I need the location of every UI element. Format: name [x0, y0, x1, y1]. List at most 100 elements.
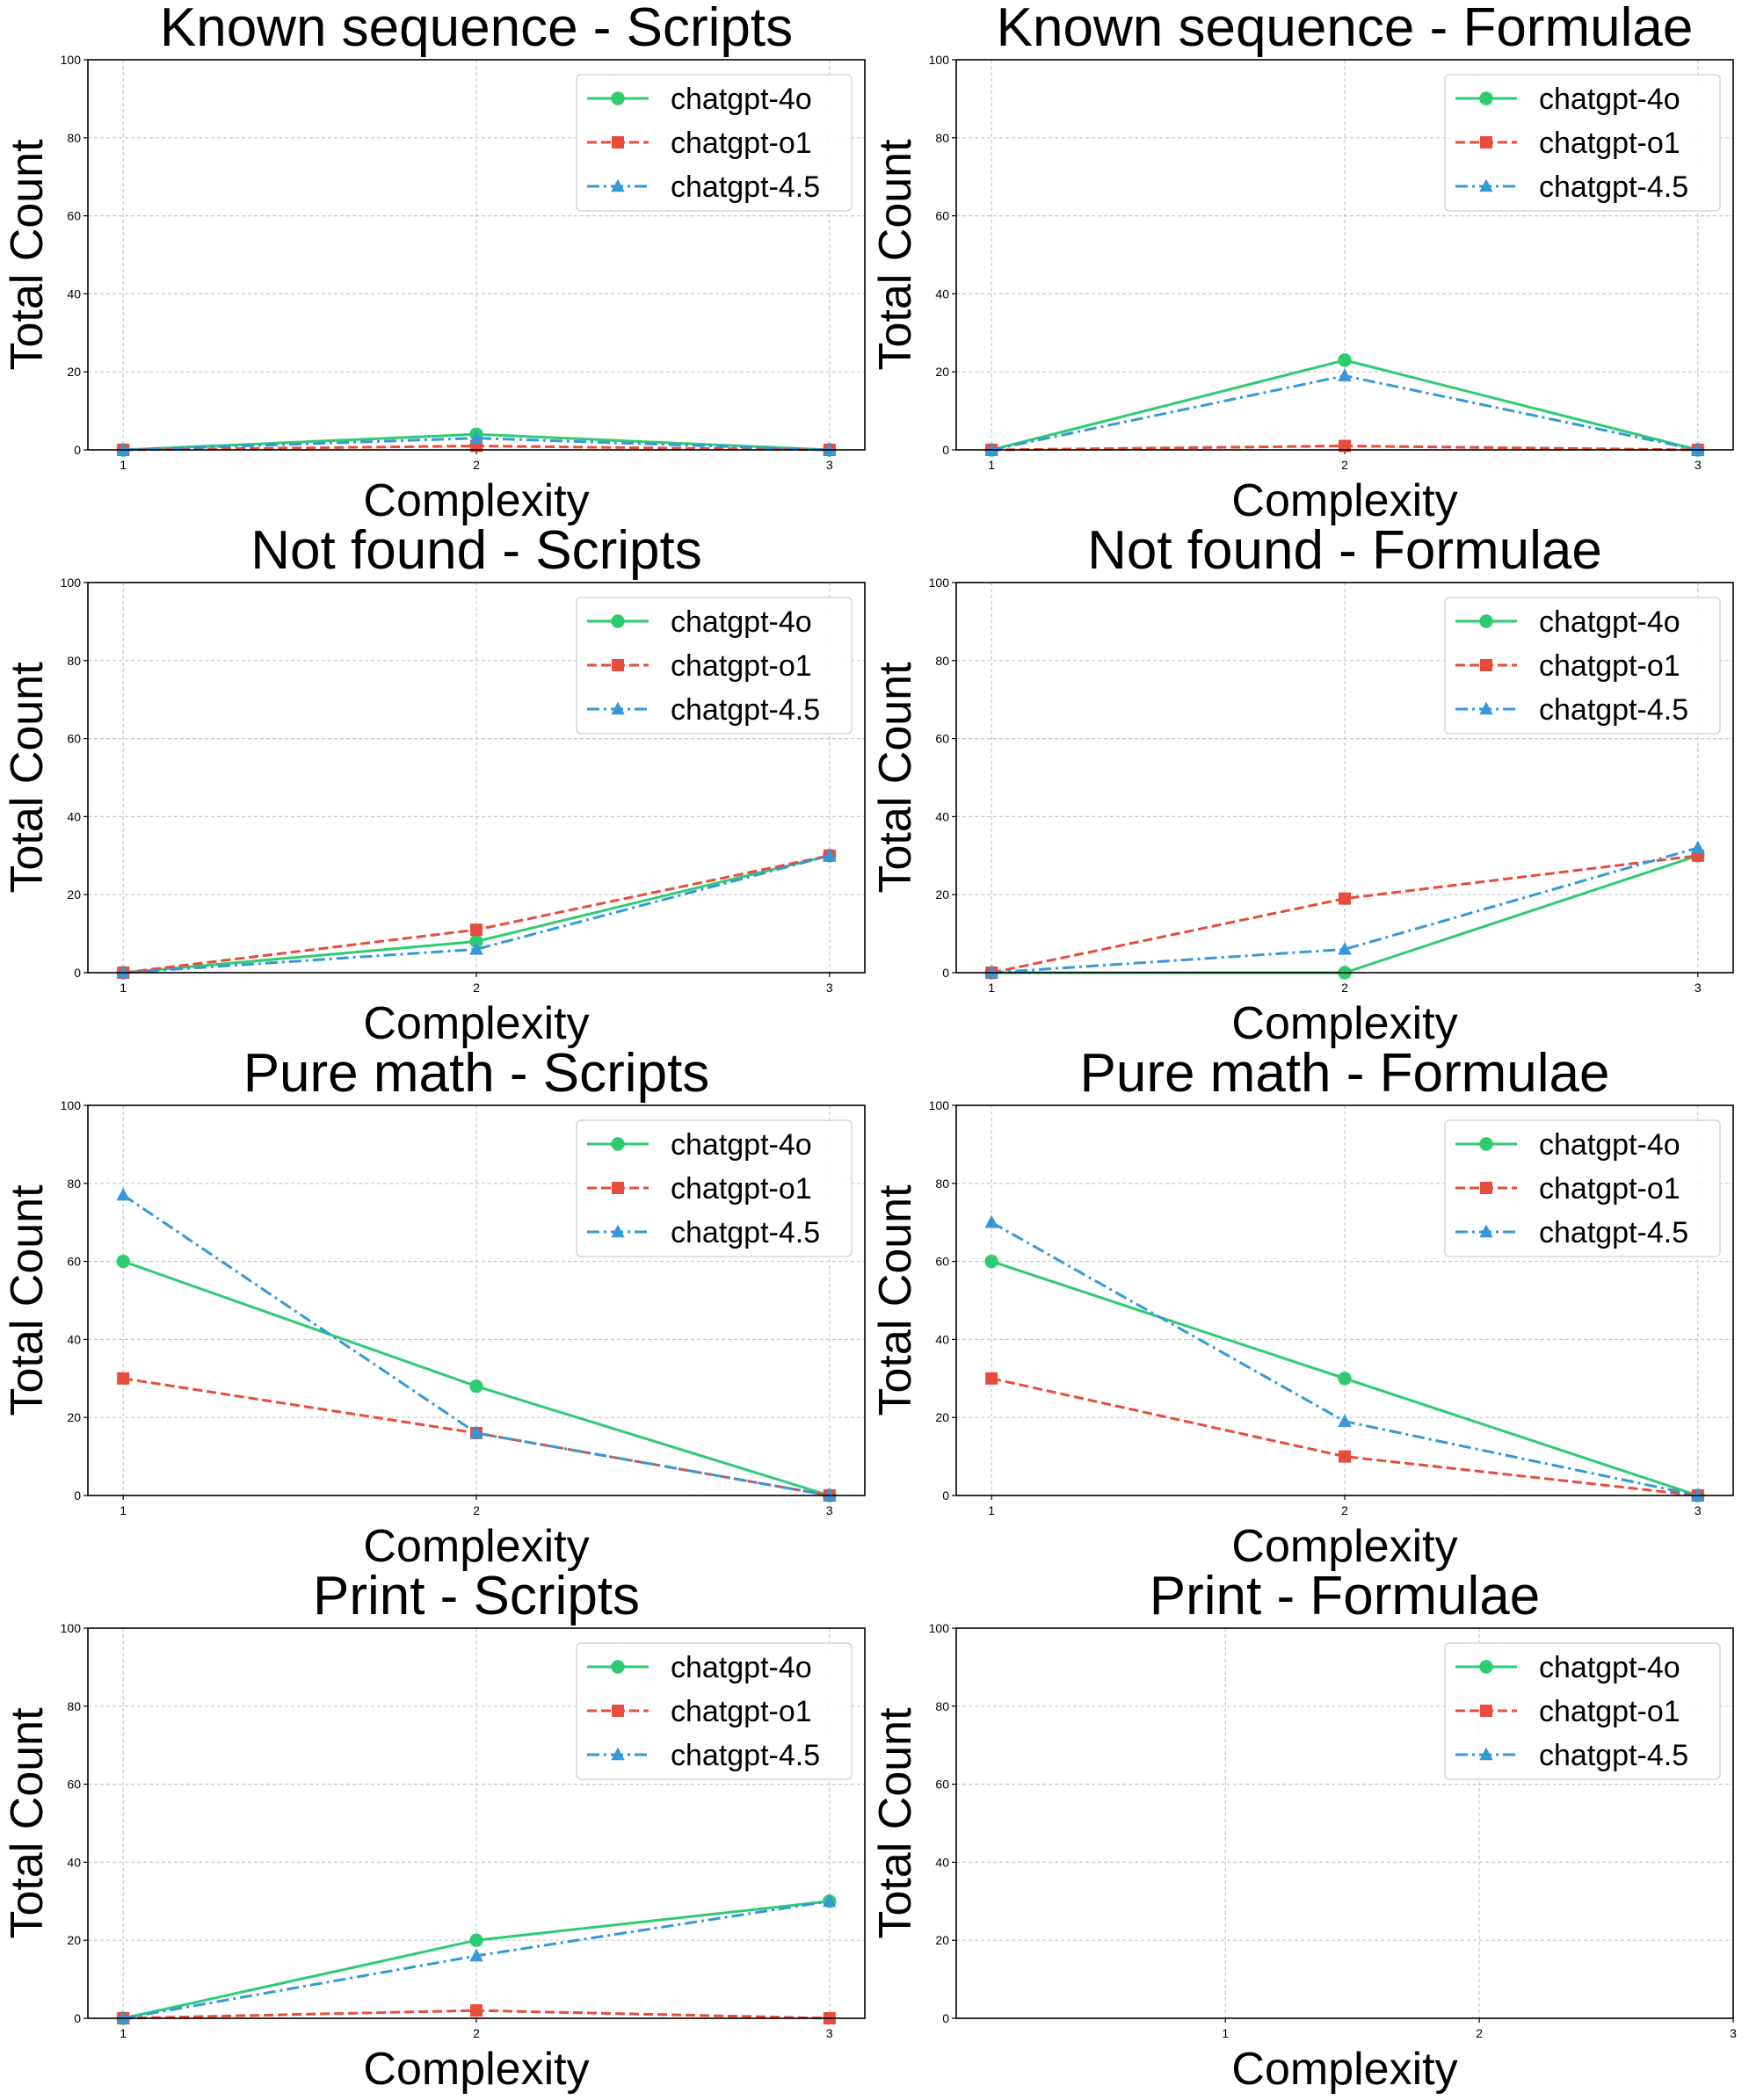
data-point-chatgpt-4.5 [1691, 442, 1705, 456]
data-point-chatgpt-4o [1338, 353, 1352, 367]
series-line-chatgpt-4.5 [122, 1193, 831, 1497]
x-tick-label: 1 [988, 981, 995, 995]
data-point-chatgpt-4.5 [116, 1187, 130, 1201]
y-tick-label: 80 [67, 131, 81, 145]
y-tick-label: 40 [935, 1332, 949, 1346]
legend-label: chatgpt-4.5 [671, 170, 820, 204]
legend: chatgpt-4o chatgpt-o1 chatgpt-4.5 [576, 74, 853, 212]
x-axis-label: Complexity [363, 475, 589, 526]
y-tick-label: 20 [67, 1933, 81, 1947]
y-tick-label: 80 [935, 1699, 949, 1713]
y-tick-label: 20 [67, 365, 81, 379]
data-point-chatgpt-4.5 [1338, 941, 1352, 955]
subplot: 0 20 40 60 80 100 1 2 3 Pure math - Scripts Comple… [2, 1043, 866, 1572]
legend-marker-chatgpt-4.5 [1479, 178, 1493, 192]
x-axis-label: Complexity [1231, 1521, 1457, 1572]
data-point-chatgpt-4.5 [823, 848, 837, 862]
y-tick-label: 20 [935, 1933, 949, 1947]
y-tick-label: 0 [74, 443, 81, 457]
subplot: 0 20 40 60 80 100 1 2 3 Pure math - Formulae Compl… [870, 1043, 1734, 1572]
data-point-chatgpt-4.5 [984, 1214, 998, 1228]
axes-frame [955, 582, 1734, 974]
legend-marker-chatgpt-4.5 [1479, 1747, 1493, 1761]
data-point-chatgpt-4.5 [116, 2010, 130, 2024]
legend-label: chatgpt-4.5 [1539, 170, 1688, 204]
subplot-title: Pure math - Scripts [243, 1043, 710, 1104]
legend-marker-chatgpt-o1 [612, 1705, 624, 1717]
data-point-chatgpt-4.5 [984, 442, 998, 456]
legend-label: chatgpt-o1 [1539, 127, 1680, 160]
axes-frame [87, 582, 866, 974]
x-axis-label: Complexity [1231, 2044, 1457, 2095]
legend-box [1444, 1642, 1721, 1780]
legend-label: chatgpt-o1 [671, 1695, 812, 1728]
data-point-chatgpt-4.5 [823, 1894, 837, 1908]
legend-box [1444, 597, 1721, 735]
y-tick-label: 20 [935, 1410, 949, 1424]
y-tick-label: 60 [935, 209, 949, 223]
x-axis-label: Complexity [363, 1521, 589, 1572]
y-tick-label: 100 [929, 1098, 950, 1112]
legend-label: chatgpt-o1 [671, 1172, 812, 1206]
subplot: 0 20 40 60 80 100 1 2 3 Known sequence - Formulae… [870, 0, 1734, 526]
y-tick-label: 100 [929, 576, 950, 590]
x-tick-label: 3 [826, 458, 833, 472]
legend-label: chatgpt-4.5 [671, 1739, 820, 1772]
legend-label: chatgpt-4o [1539, 1651, 1680, 1684]
legend-box [576, 1642, 853, 1780]
x-tick-label: 3 [1695, 981, 1702, 995]
y-tick-label: 0 [942, 443, 949, 457]
y-tick-label: 60 [67, 1778, 81, 1792]
y-axis-label: Total Count [2, 139, 53, 371]
data-point-chatgpt-4.5 [984, 965, 998, 979]
subplot-title: Not found - Formulae [1087, 520, 1602, 581]
axes-frame [87, 59, 866, 451]
y-tick-label: 20 [67, 1410, 81, 1424]
y-tick-label: 40 [935, 809, 949, 823]
x-tick-label: 3 [1730, 2026, 1737, 2040]
series-line-chatgpt-4.5 [991, 846, 1699, 974]
x-axis-label: Complexity [363, 998, 589, 1049]
y-tick-label: 80 [67, 654, 81, 668]
data-point-chatgpt-o1 [470, 2004, 483, 2017]
x-axis-label: Complexity [1231, 475, 1457, 526]
data-point-chatgpt-4o [469, 1933, 483, 1947]
legend-label: chatgpt-4o [671, 605, 812, 639]
data-point-chatgpt-4.5 [469, 1948, 483, 1962]
legend: chatgpt-4o chatgpt-o1 chatgpt-4.5 [576, 597, 853, 735]
y-axis-label: Total Count [870, 139, 921, 371]
legend-box [1444, 74, 1721, 212]
legend-marker-chatgpt-4o [611, 614, 625, 628]
x-tick-label: 1 [988, 1503, 995, 1517]
legend-marker-chatgpt-4o [1479, 1660, 1493, 1674]
y-axis-label: Total Count [870, 1184, 921, 1416]
subplot: 0 20 40 60 80 100 1 2 3 Print - Scripts Complexity… [2, 1566, 866, 2095]
subplot-title: Not found - Scripts [250, 520, 701, 581]
y-tick-label: 20 [935, 887, 949, 902]
data-point-chatgpt-4.5 [1338, 1414, 1352, 1427]
y-tick-label: 60 [935, 1778, 949, 1792]
y-tick-label: 80 [67, 1699, 81, 1713]
x-tick-label: 1 [120, 981, 127, 995]
y-tick-label: 80 [67, 1177, 81, 1191]
subplot-title: Known sequence - Formulae [997, 0, 1694, 58]
legend-label: chatgpt-4o [1539, 1128, 1680, 1162]
x-tick-label: 3 [826, 1503, 833, 1517]
legend-marker-chatgpt-4o [611, 1660, 625, 1674]
legend-label: chatgpt-4o [671, 1128, 812, 1162]
x-tick-label: 3 [1695, 458, 1702, 472]
x-tick-label: 3 [826, 981, 833, 995]
legend: chatgpt-4o chatgpt-o1 chatgpt-4.5 [1444, 597, 1721, 735]
legend: chatgpt-4o chatgpt-o1 chatgpt-4.5 [576, 1642, 853, 1780]
legend-marker-chatgpt-o1 [612, 136, 624, 148]
series-line-chatgpt-4.5 [123, 854, 831, 974]
y-tick-label: 0 [942, 966, 949, 980]
y-tick-label: 80 [935, 654, 949, 668]
subplot-title: Known sequence - Scripts [160, 0, 793, 58]
legend-box [576, 597, 853, 735]
legend-label: chatgpt-4o [671, 83, 812, 116]
legend-label: chatgpt-4o [1539, 605, 1680, 639]
data-point-chatgpt-4.5 [1691, 840, 1705, 854]
legend-label: chatgpt-o1 [671, 649, 812, 683]
legend-marker-chatgpt-o1 [1480, 659, 1492, 671]
